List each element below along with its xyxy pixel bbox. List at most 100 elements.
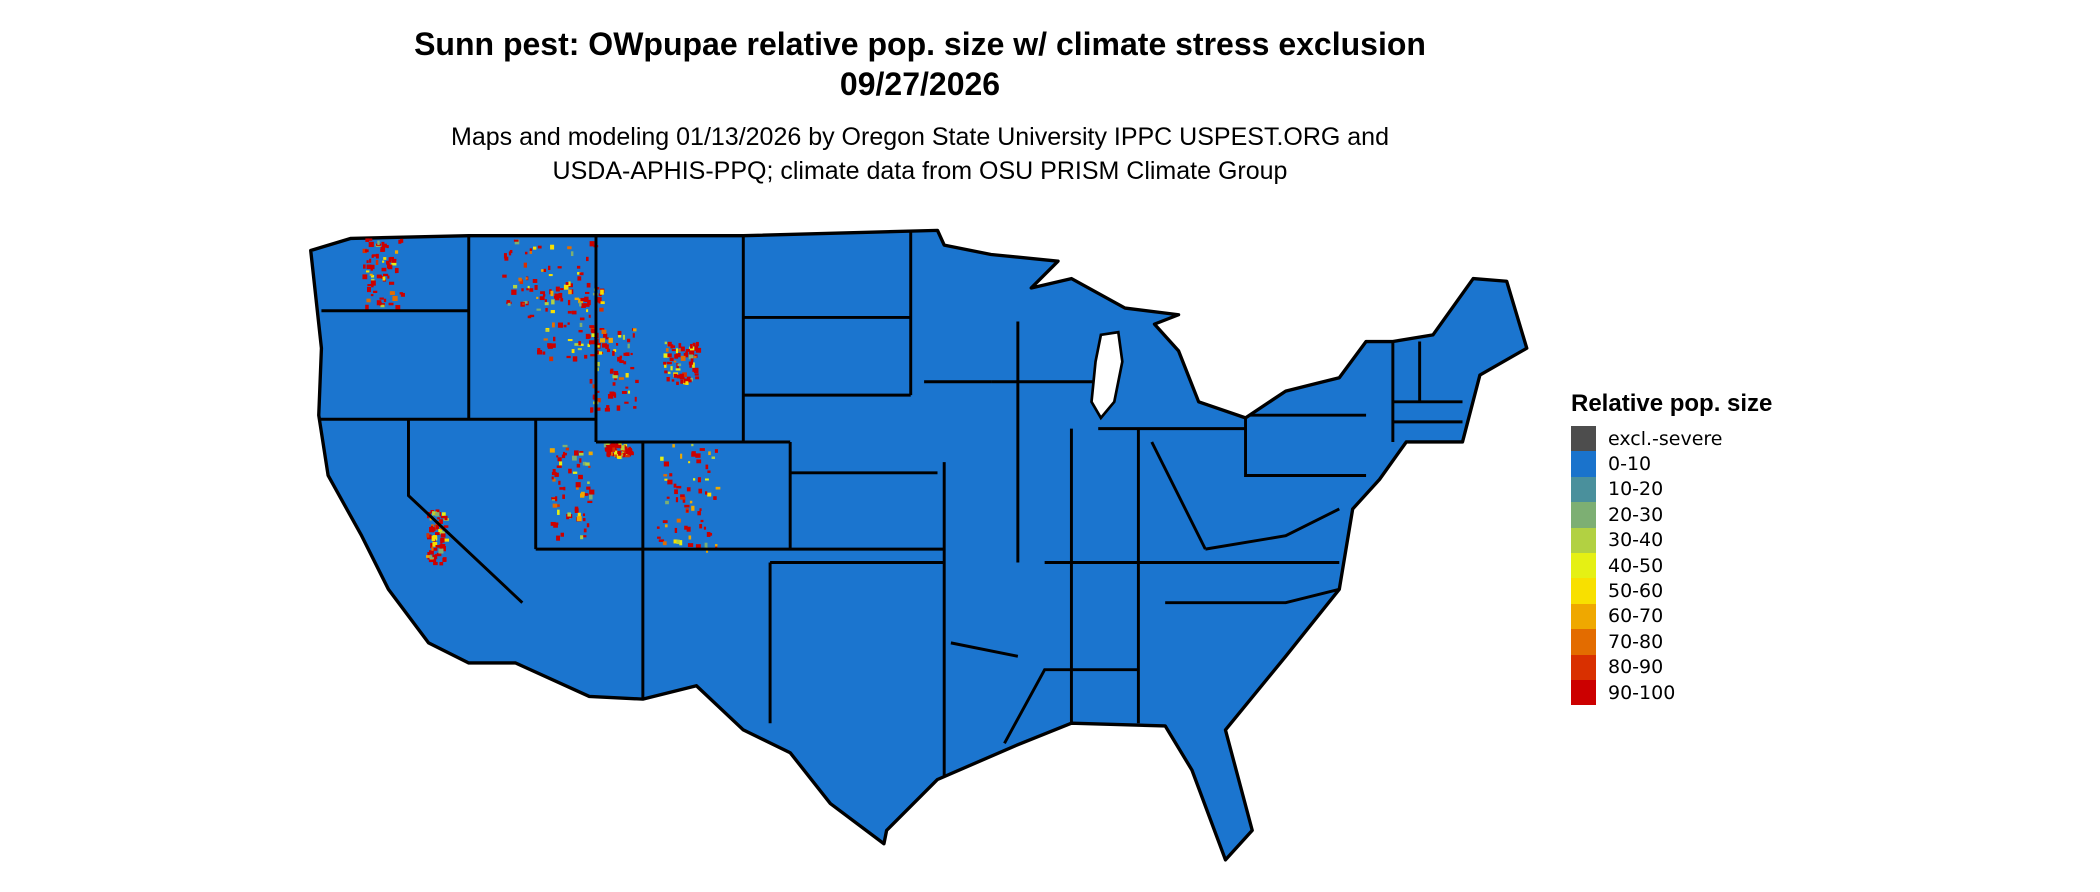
hotspot-cell [599,307,604,312]
hotspot-cell [376,300,382,306]
hotspot-cell [550,309,555,314]
hotspot-cell [381,243,387,248]
legend-swatch [1571,654,1596,680]
hotspot-cell [551,476,554,480]
hotspot-cell [437,517,440,520]
hotspot-cell [567,310,572,314]
hotspot-cell [539,352,542,355]
hotspot-cell [542,293,546,297]
hotspot-cell [705,491,708,495]
hotspot-cell [625,373,629,378]
hotspot-cell [684,525,688,530]
hotspot-cell [669,357,674,362]
hotspot-cell [612,374,618,379]
hotspot-cell [581,303,586,308]
subtitle-line-1: Maps and modeling 01/13/2026 by Oregon S… [451,123,1389,151]
hotspot-cell [563,486,566,491]
hotspot-cell [440,539,443,544]
legend-item: 50-60 [1571,578,1772,604]
hotspot-cell [666,361,672,365]
hotspot-cell [673,360,677,363]
hotspot-cell [691,451,696,457]
hotspot-cell [692,362,695,368]
legend-label: 80-90 [1608,656,1664,679]
hotspot-cell [600,289,604,295]
hotspot-cell [508,251,512,256]
hotspot-cell [567,339,573,342]
hotspot-cell [578,474,583,480]
hotspot-cell [537,348,541,353]
hotspot-cell [612,382,616,386]
hotspot-cell [541,269,546,272]
hotspot-cell [664,363,667,368]
legend-item: 80-90 [1571,654,1772,680]
hotspot-cell [713,496,717,500]
hotspot-cell [584,354,588,359]
hotspot-cell [576,265,581,269]
hotspot-cell [435,545,440,548]
map-date: 09/27/2026 [839,66,1001,102]
hotspot-cell [563,324,567,328]
state-border [950,641,1019,658]
hotspot-cell [697,477,701,483]
hotspot-cell [664,341,668,345]
hotspot-cell [552,478,556,482]
hotspot-cell [523,301,528,304]
hotspot-cell [587,500,593,504]
hotspot-cell [536,308,541,311]
hotspot-cell [390,256,395,260]
hotspot-cell [705,478,709,481]
hotspot-cell [601,343,608,348]
hotspot-cell [664,524,668,528]
hotspot-cell [587,299,591,306]
hotspot-cell [591,333,597,338]
legend-swatch [1571,629,1596,655]
hotspot-cell [568,281,571,287]
hotspot-cell [693,478,696,481]
hotspot-cell [365,270,370,273]
hotspot-cell [633,406,637,409]
hotspot-cell [693,355,697,359]
hotspot-cell [381,275,384,279]
hotspot-cell [618,453,622,456]
hotspot-cell [544,302,549,306]
hotspot-cell [562,444,568,448]
hotspot-cell [679,376,685,380]
hotspot-cell [565,282,569,285]
hotspot-cell [589,489,595,495]
hotspot-cell [708,451,711,456]
hotspot-cell [583,528,587,533]
hotspot-cell [429,516,432,521]
hotspot-cell [562,451,566,457]
hotspot-cell [612,392,616,396]
hotspot-cell [555,496,558,502]
hotspot-cell [398,239,402,244]
hotspot-cell [391,261,397,266]
legend-swatch [1571,679,1596,706]
legend-label: 70-80 [1608,630,1664,653]
hotspot-cell [600,301,605,305]
hotspot-cell [616,444,622,449]
hotspot-cell [426,533,430,538]
hotspot-cell [707,470,711,473]
hotspot-cell [625,386,629,389]
hotspot-cell [503,253,507,259]
hotspot-cell [507,301,511,306]
legend-swatch [1571,426,1596,452]
hotspot-cell [588,494,593,500]
hotspot-cell [605,344,609,349]
hotspot-cell [666,376,670,382]
hotspot-cell [667,353,672,358]
hotspot-cell [585,462,590,466]
hotspot-cell [547,344,553,349]
legend-swatch [1571,476,1596,503]
hotspot-cell [442,538,445,543]
hotspot-cell [504,256,509,261]
hotspot-cell [440,531,445,535]
legend-swatch [1571,552,1596,579]
legend-item: 90-100 [1571,679,1772,706]
hotspot-cell [524,251,528,255]
hotspot-cell [577,348,582,351]
hotspot-cell [596,286,600,290]
hotspot-cell [663,361,667,365]
